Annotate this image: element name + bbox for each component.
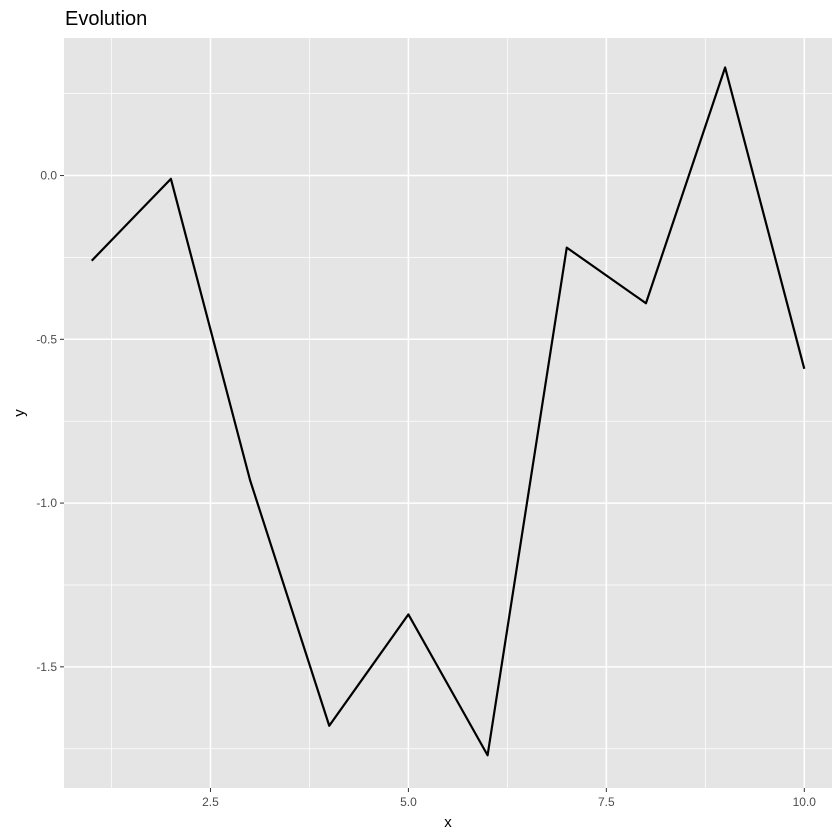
y-axis-ticks: 0.0 -0.5 -1.0 -1.5 — [36, 169, 64, 674]
series-line — [90, 66, 806, 757]
x-tick-label: 10.0 — [793, 795, 817, 809]
chart-title: Evolution — [65, 8, 147, 30]
minor-gridlines — [64, 38, 832, 788]
series-layer — [90, 66, 806, 757]
major-gridlines — [64, 38, 832, 788]
x-tick-label: 5.0 — [400, 795, 417, 809]
y-tick-label: -1.0 — [36, 496, 57, 510]
y-tick-label: -1.5 — [36, 660, 57, 674]
y-axis-title: y — [11, 409, 28, 417]
y-tick-label: -0.5 — [36, 332, 57, 346]
x-tick-label: 7.5 — [598, 795, 615, 809]
plot-panel — [64, 38, 832, 788]
x-axis-ticks: 2.5 5.0 7.5 10.0 — [202, 788, 816, 809]
y-tick-label: 0.0 — [40, 169, 57, 183]
x-tick-label: 2.5 — [202, 795, 219, 809]
x-axis-title: x — [444, 814, 452, 831]
